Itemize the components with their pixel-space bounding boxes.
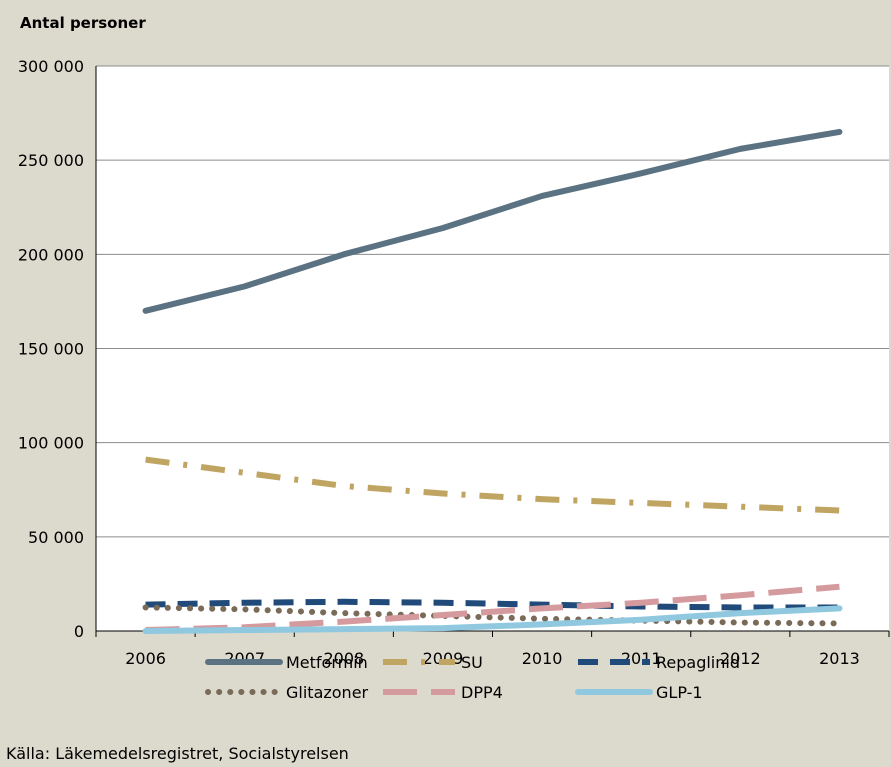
y-tick-label: 200 000 [18, 245, 84, 264]
x-tick-label: 2010 [522, 649, 563, 668]
x-tick-label: 2009 [423, 649, 464, 668]
x-tick-label: 2013 [819, 649, 860, 668]
y-axis-title: Antal personer [20, 14, 146, 32]
legend-label-repaglinid: Repaglinid [656, 653, 740, 672]
x-tick-label: 2011 [621, 649, 662, 668]
y-tick-label: 300 000 [18, 57, 84, 76]
y-tick-label: 100 000 [18, 434, 84, 453]
y-tick-label: 250 000 [18, 151, 84, 170]
series-line-su [145, 456, 840, 514]
x-tick-label: 2006 [125, 649, 166, 668]
legend-label-metformin: Metformin [286, 653, 368, 672]
series-line-glp-1 [142, 605, 843, 634]
y-tick-label: 50 000 [28, 528, 84, 547]
legend-label-su: SU [461, 653, 483, 672]
series-line-metformin [142, 128, 843, 314]
x-tick-label: 2012 [720, 649, 761, 668]
x-tick-label: 2008 [323, 649, 364, 668]
legend-label-glitazoner: Glitazoner [286, 683, 369, 702]
source-note: Källa: Läkemedelsregistret, Socialstyrel… [6, 744, 349, 763]
series-line-repaglinid [145, 598, 840, 611]
y-tick-label: 150 000 [18, 340, 84, 359]
legend-label-dpp4: DPP4 [461, 683, 503, 702]
y-tick-label: 0 [74, 622, 84, 641]
legend-label-glp-1: GLP-1 [656, 683, 703, 702]
series-line-dpp4 [145, 583, 840, 634]
series-line-glitazoner [142, 604, 843, 627]
x-tick-label: 2007 [224, 649, 265, 668]
